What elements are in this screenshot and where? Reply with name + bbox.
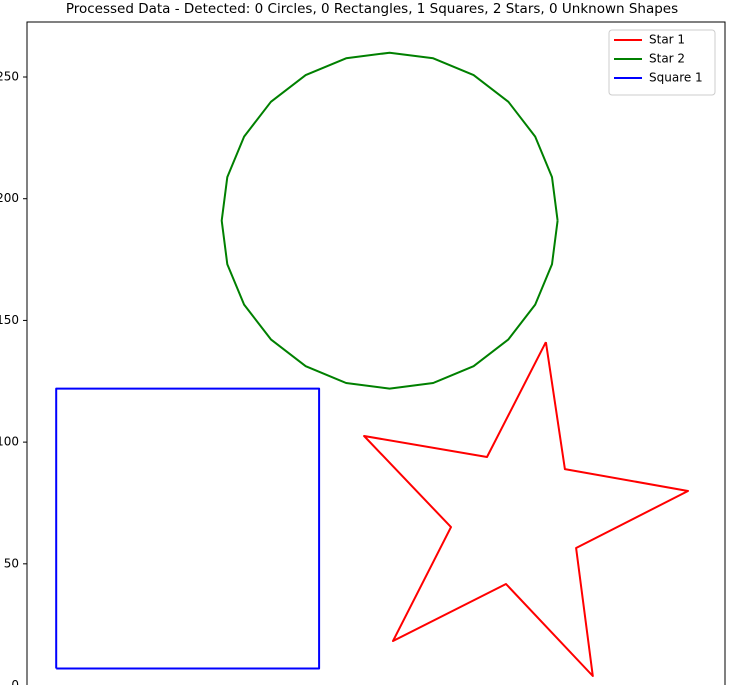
y-tick-label: 100 [0, 435, 19, 449]
plot-frame [26, 21, 726, 685]
y-tick-label: 0 [11, 678, 19, 685]
legend: Star 1 Star 2 Square 1 [608, 29, 716, 96]
chart-title: Processed Data - Detected: 0 Circles, 0 … [66, 1, 678, 17]
y-tick-label: 150 [0, 313, 19, 327]
legend-label: Square 1 [649, 71, 703, 85]
legend-label: Star 1 [649, 33, 685, 47]
y-tick-label: 200 [0, 191, 19, 205]
shape-line [55, 387, 321, 670]
y-tick-label: 50 [4, 556, 19, 570]
y-tick-label: 250 [0, 70, 19, 84]
legend-label: Star 2 [649, 52, 685, 66]
shape-line [363, 341, 689, 677]
shape-line [220, 51, 559, 390]
